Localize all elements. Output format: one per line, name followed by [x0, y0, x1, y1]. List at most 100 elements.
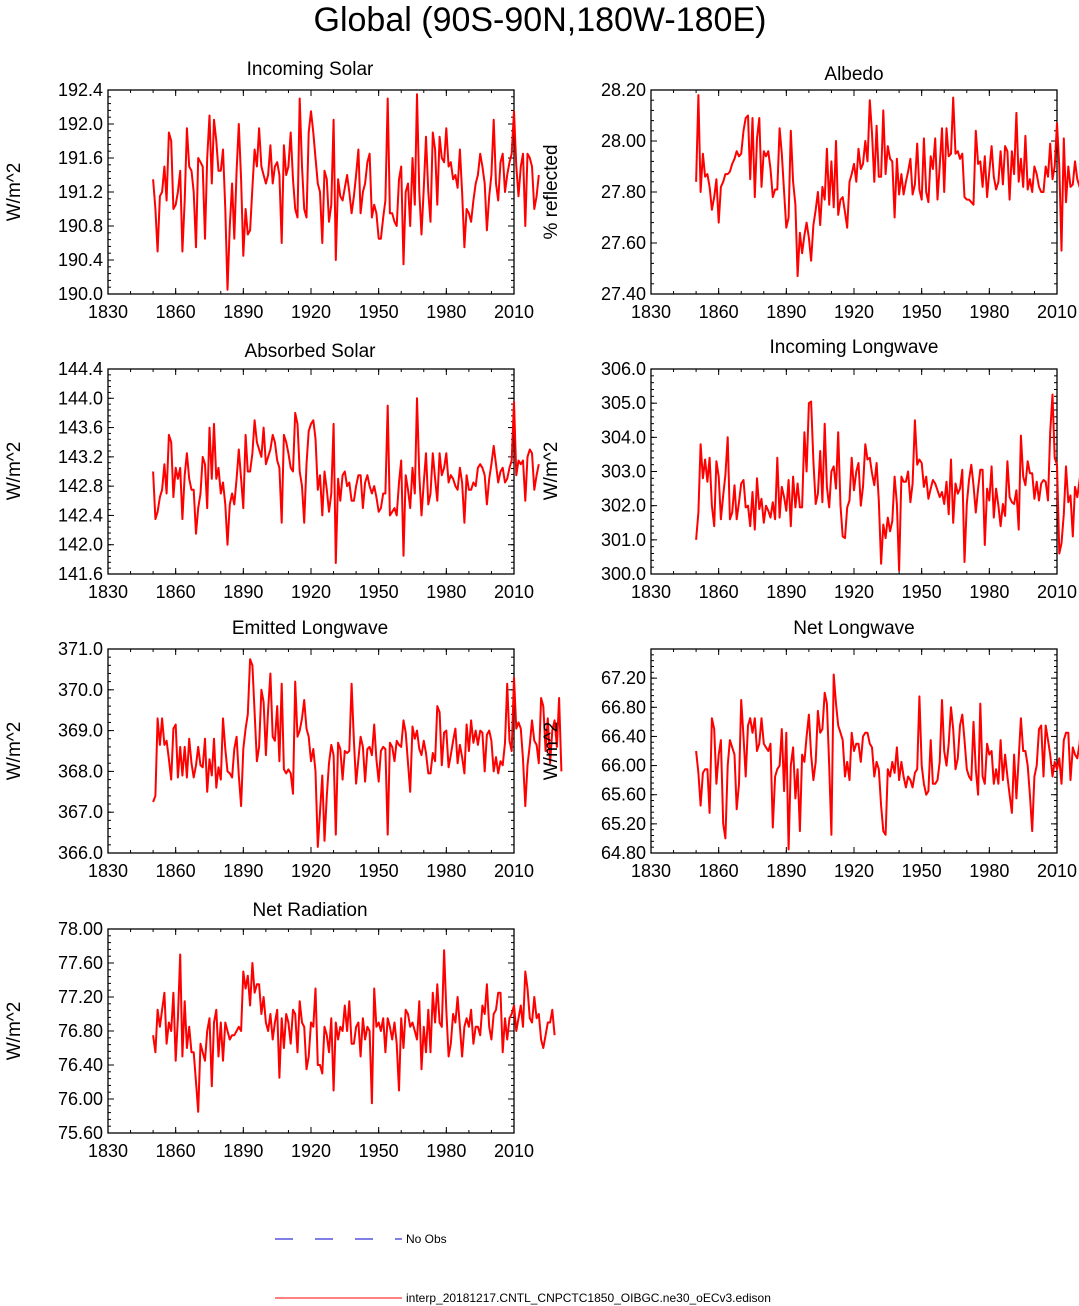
x-tick-label: 1890 — [766, 861, 806, 881]
model-series-line — [695, 393, 1079, 572]
y-tick-label: 144.0 — [58, 388, 103, 408]
y-tick-label: 191.2 — [58, 182, 103, 202]
legend: No Obs interp_20181217.CNTL_CNPCTC1850_O… — [275, 1232, 771, 1305]
x-tick-label: 1980 — [969, 582, 1009, 602]
y-tick-label: 304.0 — [601, 427, 646, 447]
y-axis-label: W/m^2 — [541, 722, 562, 781]
y-tick-label: 142.0 — [58, 535, 103, 555]
x-tick-label: 1920 — [291, 1141, 331, 1161]
y-tick-label: 78.00 — [58, 919, 103, 939]
model-series-line — [152, 949, 556, 1113]
x-tick-label: 2010 — [494, 582, 534, 602]
panel-albedo: Albedo % reflected 1830 1860 1890 1920 1950 1… — [541, 64, 1079, 322]
x-tick-label: 1920 — [834, 582, 874, 602]
plot-frame — [650, 368, 1058, 575]
y-tick-label: 67.20 — [601, 668, 646, 688]
panel-title: Absorbed Solar — [245, 341, 377, 362]
y-tick-label: 371.0 — [58, 639, 103, 659]
y-tick-label: 77.60 — [58, 953, 103, 973]
y-tick-label: 192.4 — [58, 80, 103, 100]
y-tick-label: 66.40 — [601, 726, 646, 746]
x-tick-label: 1890 — [223, 582, 263, 602]
x-tick-label: 1980 — [969, 861, 1009, 881]
y-tick-label: 76.00 — [58, 1089, 103, 1109]
x-tick-label: 1890 — [223, 861, 263, 881]
y-tick-label: 368.0 — [58, 761, 103, 781]
y-tick-label: 190.8 — [58, 216, 103, 236]
x-tick-label: 1830 — [88, 302, 128, 322]
y-axis-label: W/m^2 — [541, 442, 562, 501]
y-tick-label: 366.0 — [58, 843, 103, 863]
y-tick-label: 303.0 — [601, 462, 646, 482]
x-tick-label: 1950 — [359, 302, 399, 322]
y-tick-label: 66.00 — [601, 756, 646, 776]
x-tick-label: 1860 — [156, 1141, 196, 1161]
panel-incoming-longwave: Incoming Longwave W/m^2 1830 1860 1890 1920… — [541, 337, 1079, 602]
x-tick-label: 2010 — [494, 1141, 534, 1161]
panel-title: Incoming Solar — [247, 59, 374, 80]
x-tick-label: 1860 — [699, 302, 739, 322]
x-tick-label: 1890 — [223, 1141, 263, 1161]
legend-model-label: interp_20181217.CNTL_CNPCTC1850_OIBGC.ne… — [406, 1291, 771, 1305]
y-tick-label: 28.20 — [601, 80, 646, 100]
panel-absorbed-solar: Absorbed Solar W/m^2 1830 1860 1890 1920 195… — [4, 341, 540, 602]
y-tick-label: 302.0 — [601, 496, 646, 516]
x-tick-label: 1950 — [359, 1141, 399, 1161]
y-tick-label: 65.20 — [601, 814, 646, 834]
x-tick-label: 2010 — [494, 302, 534, 322]
model-series-line — [695, 673, 1079, 851]
x-tick-label: 1890 — [223, 302, 263, 322]
x-tick-label: 2010 — [494, 861, 534, 881]
x-tick-label: 1830 — [631, 861, 671, 881]
y-tick-label: 370.0 — [58, 680, 103, 700]
x-tick-label: 1920 — [291, 302, 331, 322]
panel-title: Albedo — [824, 64, 883, 85]
y-tick-label: 27.40 — [601, 284, 646, 304]
x-tick-label: 1950 — [902, 861, 942, 881]
plot-frame — [107, 368, 515, 575]
y-tick-label: 28.00 — [601, 131, 646, 151]
x-tick-label: 1830 — [88, 1141, 128, 1161]
x-tick-label: 1980 — [426, 1141, 466, 1161]
plot-frame — [107, 89, 515, 295]
x-tick-label: 1980 — [969, 302, 1009, 322]
y-tick-label: 64.80 — [601, 843, 646, 863]
x-tick-label: 1920 — [291, 582, 331, 602]
y-tick-label: 144.4 — [58, 359, 103, 379]
x-tick-label: 1950 — [902, 582, 942, 602]
model-series-line — [152, 397, 540, 564]
y-tick-label: 77.20 — [58, 987, 103, 1007]
x-tick-label: 1860 — [699, 861, 739, 881]
panel-title: Net Radiation — [252, 900, 367, 921]
x-tick-label: 1950 — [359, 861, 399, 881]
x-tick-label: 1920 — [834, 861, 874, 881]
legend-obs-label: No Obs — [406, 1232, 447, 1246]
x-tick-label: 1980 — [426, 582, 466, 602]
plot-frame — [650, 89, 1058, 295]
y-tick-label: 367.0 — [58, 802, 103, 822]
y-tick-label: 65.60 — [601, 785, 646, 805]
model-series-line — [695, 94, 1079, 278]
x-tick-label: 1890 — [766, 302, 806, 322]
panel-net-longwave: Net Longwave W/m^2 1830 1860 1890 1920 1950 1… — [541, 618, 1079, 881]
y-tick-label: 192.0 — [58, 114, 103, 134]
panel-net-radiation: Net Radiation W/m^2 1830 1860 1890 1920 1950… — [4, 900, 556, 1161]
x-tick-label: 1920 — [834, 302, 874, 322]
panel-incoming-solar: Incoming Solar W/m^2 1830 1860 1890 1920 195… — [4, 59, 540, 322]
y-tick-label: 190.0 — [58, 284, 103, 304]
y-axis-label: W/m^2 — [4, 442, 25, 501]
figure-title: Global (90S-90N,180W-180E) — [314, 1, 767, 39]
y-tick-label: 301.0 — [601, 530, 646, 550]
x-tick-label: 1860 — [156, 302, 196, 322]
y-tick-label: 300.0 — [601, 564, 646, 584]
y-axis-label: % reflected — [541, 144, 562, 239]
x-tick-label: 1860 — [156, 582, 196, 602]
x-tick-label: 1950 — [902, 302, 942, 322]
y-tick-label: 141.6 — [58, 564, 103, 584]
y-axis-label: W/m^2 — [4, 1002, 25, 1061]
model-series-line — [152, 658, 563, 848]
x-tick-label: 1830 — [631, 302, 671, 322]
y-axis-label: W/m^2 — [4, 163, 25, 222]
y-tick-label: 75.60 — [58, 1123, 103, 1143]
